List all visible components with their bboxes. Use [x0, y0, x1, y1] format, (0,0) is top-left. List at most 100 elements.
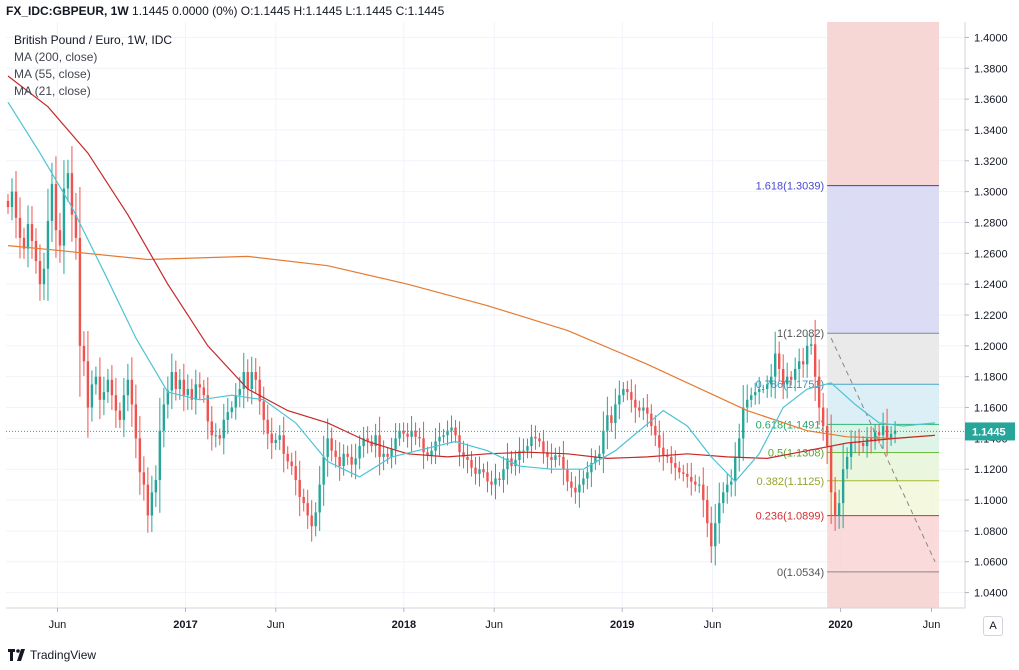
candle-body [306, 503, 309, 516]
candle-body [254, 372, 257, 380]
ma-line [7, 245, 936, 440]
candle-body [686, 473, 689, 477]
legend-ma200[interactable]: MA (200, close) [14, 50, 98, 64]
candle-body [494, 478, 497, 485]
x-tick-label: 2018 [392, 619, 416, 631]
candle-body [694, 481, 697, 485]
auto-scale-button[interactable]: A [983, 616, 1003, 636]
candle-body [486, 472, 489, 482]
candle-body [154, 480, 158, 493]
candle-body [566, 469, 569, 482]
fib-zone-extension-bottom [827, 571, 940, 608]
candle-body [630, 392, 633, 400]
candle-body [849, 442, 853, 457]
fib-level-label: 0(1.0534) [777, 567, 824, 579]
candle-body [314, 512, 317, 527]
candle-body [162, 404, 166, 431]
candle-body [214, 435, 217, 437]
ma-line [7, 75, 936, 460]
legend-ma21[interactable]: MA (21, close) [14, 84, 91, 98]
candle-body [730, 481, 733, 485]
candle-body [294, 466, 297, 481]
candle-body [394, 438, 397, 450]
candle-body [118, 410, 122, 420]
fib-level-label: 1(1.2082) [777, 328, 824, 340]
legend-title[interactable]: British Pound / Euro, 1W, IDC [14, 33, 173, 47]
candle-body [90, 384, 94, 408]
candle-body [662, 447, 665, 456]
fib-zone [827, 452, 940, 481]
candle-body [278, 435, 281, 440]
fib-zone [827, 515, 940, 572]
candle-body [801, 361, 805, 365]
candle-body [873, 432, 877, 442]
candle-body [574, 487, 577, 493]
candle-body [546, 452, 549, 457]
candle-body [266, 419, 269, 434]
candles [6, 146, 897, 566]
ohlc-readout: 1.1445 0.0000 (0%) O:1.1445 H:1.1445 L:1… [132, 4, 445, 18]
candle-body [626, 389, 629, 393]
candle-body [562, 456, 565, 470]
fib-level-label: 0.382(1.1125) [756, 476, 824, 488]
candle-body [202, 387, 205, 396]
symbol-label[interactable]: FX_IDC:GBPEUR, 1W [6, 4, 129, 18]
y-axis-ticks: 1.4000 1.3800 1.3600 1.3400 1.3200 1.3000 1.28… [965, 32, 1008, 600]
candle-body [797, 361, 801, 369]
candle-body [578, 484, 581, 493]
candle-body [310, 515, 313, 527]
y-tick-label: 1.2000 [974, 341, 1008, 353]
candle-body [530, 436, 533, 447]
candle-body [714, 523, 717, 547]
candle-body [638, 407, 641, 411]
candle-body [326, 438, 329, 457]
candle-body [454, 427, 457, 436]
candle-body [750, 395, 753, 400]
candle-body [490, 481, 493, 485]
fib-zone-extension-top [827, 22, 940, 186]
candle-body [146, 484, 150, 516]
candle-body [738, 438, 741, 457]
candle-body [526, 446, 529, 451]
candle-body [829, 446, 833, 493]
candle-body [234, 395, 237, 408]
candle-body [250, 372, 253, 390]
candle-body [374, 435, 377, 447]
candle-body [186, 389, 190, 396]
candle-body [170, 372, 174, 391]
candle-body [158, 430, 162, 481]
candle-body [706, 500, 709, 524]
last-price-label: 1.1445 [972, 426, 1006, 438]
candle-body [602, 430, 605, 454]
candle-body [42, 268, 46, 285]
x-axis-ticks: Jun 2017 Jun 2018 Jun 2019 Jun 2020 Jun [49, 608, 940, 631]
candle-body [242, 372, 245, 390]
y-tick-label: 1.0400 [974, 588, 1008, 600]
y-tick-label: 1.2400 [974, 279, 1008, 291]
candle-body [370, 441, 373, 447]
tradingview-branding[interactable]: TradingView [8, 648, 96, 662]
candle-body [817, 376, 821, 408]
candle-body [861, 442, 865, 447]
y-tick-label: 1.1600 [974, 403, 1008, 415]
candle-body [274, 439, 277, 443]
candle-body [14, 191, 18, 218]
x-tick-label: Jun [49, 619, 67, 631]
candle-body [869, 438, 873, 442]
candle-body [94, 376, 98, 385]
candle-body [482, 469, 485, 473]
candle-body [726, 484, 729, 493]
candle-body [330, 438, 333, 451]
candle-body [590, 463, 593, 473]
grid-lines [6, 22, 965, 608]
candle-body [198, 384, 201, 388]
candle-body [558, 455, 561, 457]
candle-body [773, 353, 777, 377]
candle-body [877, 432, 881, 436]
candle-body [206, 395, 209, 422]
candle-body [518, 450, 521, 460]
candle-body [342, 453, 345, 467]
candle-body [746, 399, 749, 408]
legend-ma55[interactable]: MA (55, close) [14, 67, 91, 81]
